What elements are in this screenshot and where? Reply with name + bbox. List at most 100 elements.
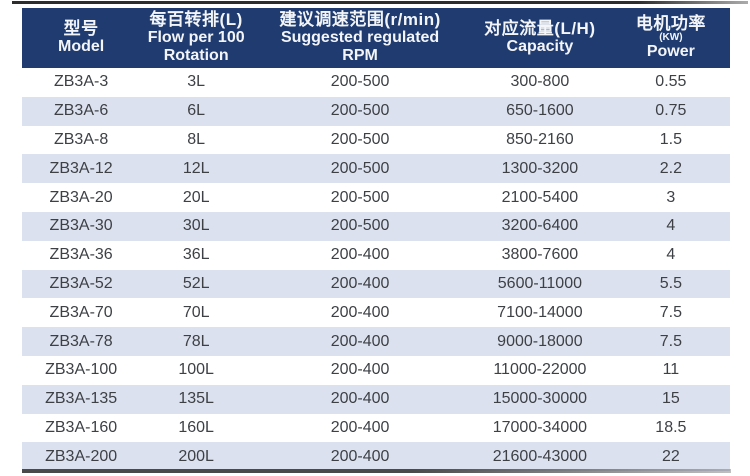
- cell-power: 7.5: [659, 332, 682, 350]
- table-row: ZB3A-52 52L 200-400 5600-11000 5.5: [22, 269, 730, 299]
- cell-model: ZB3A-135: [45, 390, 118, 408]
- cell-flow: 36L: [182, 246, 210, 264]
- top-divider: [12, 1, 748, 4]
- column-header-model: 型号 Model: [22, 8, 140, 68]
- column-header-rpm-zh: 建议调速范围(r/min): [279, 10, 441, 29]
- cell-rpm: 200-400: [330, 303, 390, 321]
- column-header-rpm-en1: Suggested regulated: [280, 29, 440, 46]
- column-header-capacity-en: Capacity: [506, 38, 574, 55]
- cell-power: 4: [666, 217, 676, 235]
- column-header-flow-en1: Flow per 100: [147, 29, 245, 46]
- cell-capacity: 5600-11000: [497, 274, 582, 292]
- cell-rpm: 200-500: [330, 130, 390, 148]
- cell-capacity: 300-800: [510, 73, 570, 91]
- cell-rpm: 200-500: [330, 102, 390, 120]
- table-row: ZB3A-36 36L 200-400 3800-7600 4: [22, 241, 730, 270]
- table-row: ZB3A-100 100L 200-400 11000-22000 11: [22, 356, 730, 385]
- cell-power: 1.5: [659, 130, 682, 148]
- cell-power: 2.2: [659, 159, 682, 177]
- cell-capacity: 7100-14000: [497, 303, 583, 321]
- cell-rpm: 200-500: [330, 159, 390, 177]
- cell-model: ZB3A-12: [49, 159, 113, 177]
- cell-power: 7.5: [659, 303, 682, 321]
- cell-power: 3: [666, 188, 676, 206]
- cell-rpm: 200-400: [330, 332, 390, 350]
- cell-flow: 30L: [182, 217, 210, 235]
- table-row: ZB3A-3 3L 200-500 300-800 0.55: [22, 68, 730, 97]
- cell-flow: 70L: [182, 303, 210, 321]
- table-row: ZB3A-30 30L 200-500 3200-6400 4: [22, 211, 730, 241]
- cell-flow: 52L: [182, 274, 210, 292]
- cell-model: ZB3A-20: [49, 188, 113, 206]
- cell-capacity: 850-2160: [506, 130, 574, 148]
- cell-model: ZB3A-78: [49, 332, 113, 350]
- cell-capacity: 1300-3200: [501, 159, 579, 177]
- cell-model: ZB3A-160: [45, 418, 118, 436]
- cell-model: ZB3A-6: [53, 102, 109, 120]
- table-row: ZB3A-200 200L 200-400 21600-43000 22: [22, 442, 730, 472]
- cell-flow: 135L: [178, 390, 214, 408]
- cell-model: ZB3A-36: [49, 246, 113, 264]
- cell-model: ZB3A-52: [49, 274, 113, 292]
- table-row: ZB3A-135 135L 200-400 15000-30000 15: [22, 384, 730, 414]
- cell-model: ZB3A-100: [45, 361, 118, 379]
- column-header-rpm: 建议调速范围(r/min) Suggested regulated RPM: [252, 8, 468, 68]
- cell-power: 5.5: [659, 274, 682, 292]
- column-header-rpm-en2: RPM: [342, 47, 378, 64]
- cell-power: 4: [666, 246, 676, 264]
- cell-power: 18.5: [655, 418, 687, 436]
- column-header-model-zh: 型号: [63, 19, 99, 38]
- table-row: ZB3A-8 8L 200-500 850-2160 1.5: [22, 126, 730, 155]
- cell-capacity: 11000-22000: [493, 361, 587, 379]
- column-header-power-unit: (KW): [659, 32, 683, 43]
- column-header-power-zh: 电机功率: [635, 14, 706, 33]
- table-row: ZB3A-20 20L 200-500 2100-5400 3: [22, 183, 730, 212]
- cell-flow: 78L: [182, 332, 210, 350]
- pump-spec-table: 型号 Model 每百转排(L) Flow per 100 Rotation 建…: [22, 8, 730, 472]
- cell-rpm: 200-400: [330, 361, 390, 379]
- table-row: ZB3A-78 78L 200-400 9000-18000 7.5: [22, 327, 730, 356]
- cell-power: 22: [661, 447, 680, 465]
- cell-capacity: 17000-34000: [492, 418, 588, 436]
- column-header-flow-en2: Rotation: [163, 47, 229, 64]
- cell-rpm: 200-500: [330, 188, 390, 206]
- column-header-model-en: Model: [58, 38, 105, 55]
- cell-flow: 160L: [178, 418, 214, 436]
- table-row: ZB3A-70 70L 200-400 7100-14000 7.5: [22, 298, 730, 327]
- cell-rpm: 200-500: [330, 73, 390, 91]
- table-row: ZB3A-12 12L 200-500 1300-3200 2.2: [22, 154, 730, 184]
- cell-power: 15: [661, 390, 680, 408]
- cell-flow: 20L: [182, 188, 210, 206]
- cell-capacity: 15000-30000: [492, 390, 588, 408]
- cell-capacity: 9000-18000: [497, 332, 583, 350]
- cell-power: 0.55: [655, 73, 687, 91]
- cell-flow: 12L: [182, 159, 210, 177]
- cell-flow: 100L: [178, 361, 214, 379]
- cell-capacity: 2100-5400: [501, 188, 579, 206]
- column-header-power-en: Power: [646, 43, 695, 60]
- table-row: ZB3A-6 6L 200-500 650-1600 0.75: [22, 96, 730, 126]
- bottom-divider: [22, 469, 731, 473]
- column-header-flow-zh: 每百转排(L): [149, 10, 243, 29]
- table-body: ZB3A-3 3L 200-500 300-800 0.55 ZB3A-6 6L…: [22, 68, 730, 472]
- cell-model: ZB3A-30: [49, 217, 113, 235]
- cell-rpm: 200-400: [330, 274, 390, 292]
- table-header-row: 型号 Model 每百转排(L) Flow per 100 Rotation 建…: [22, 8, 730, 68]
- cell-rpm: 200-500: [330, 217, 390, 235]
- cell-model: ZB3A-200: [45, 447, 118, 465]
- cell-model: ZB3A-8: [53, 130, 109, 148]
- column-header-power: 电机功率 (KW) Power: [612, 8, 730, 68]
- cell-capacity: 3200-6400: [501, 217, 579, 235]
- cell-capacity: 3800-7600: [501, 246, 579, 264]
- cell-model: ZB3A-70: [49, 303, 113, 321]
- cell-rpm: 200-400: [330, 390, 390, 408]
- cell-flow: 3L: [187, 73, 206, 91]
- cell-flow: 200L: [178, 447, 214, 465]
- cell-model: ZB3A-3: [53, 73, 109, 91]
- cell-rpm: 200-400: [330, 447, 390, 465]
- cell-rpm: 200-400: [330, 246, 390, 264]
- cell-flow: 6L: [187, 102, 206, 120]
- column-header-capacity: 对应流量(L/H) Capacity: [468, 8, 612, 68]
- column-header-capacity-zh: 对应流量(L/H): [484, 19, 596, 38]
